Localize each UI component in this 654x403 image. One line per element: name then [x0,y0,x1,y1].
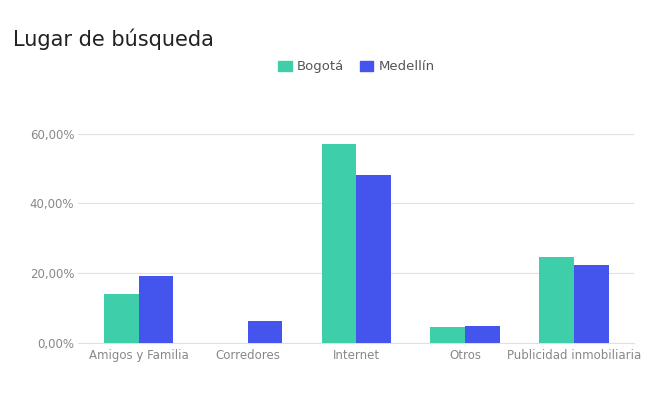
Bar [574,265,609,343]
Bar [466,326,500,343]
Bar [540,257,574,343]
Bar [247,321,283,343]
Bar [104,294,139,343]
Bar [356,175,391,343]
Bar [322,144,356,343]
Legend: Bogotá, Medellín: Bogotá, Medellín [273,55,439,79]
Bar [139,276,173,343]
Bar [430,327,466,343]
Text: Lugar de búsqueda: Lugar de búsqueda [13,28,214,50]
